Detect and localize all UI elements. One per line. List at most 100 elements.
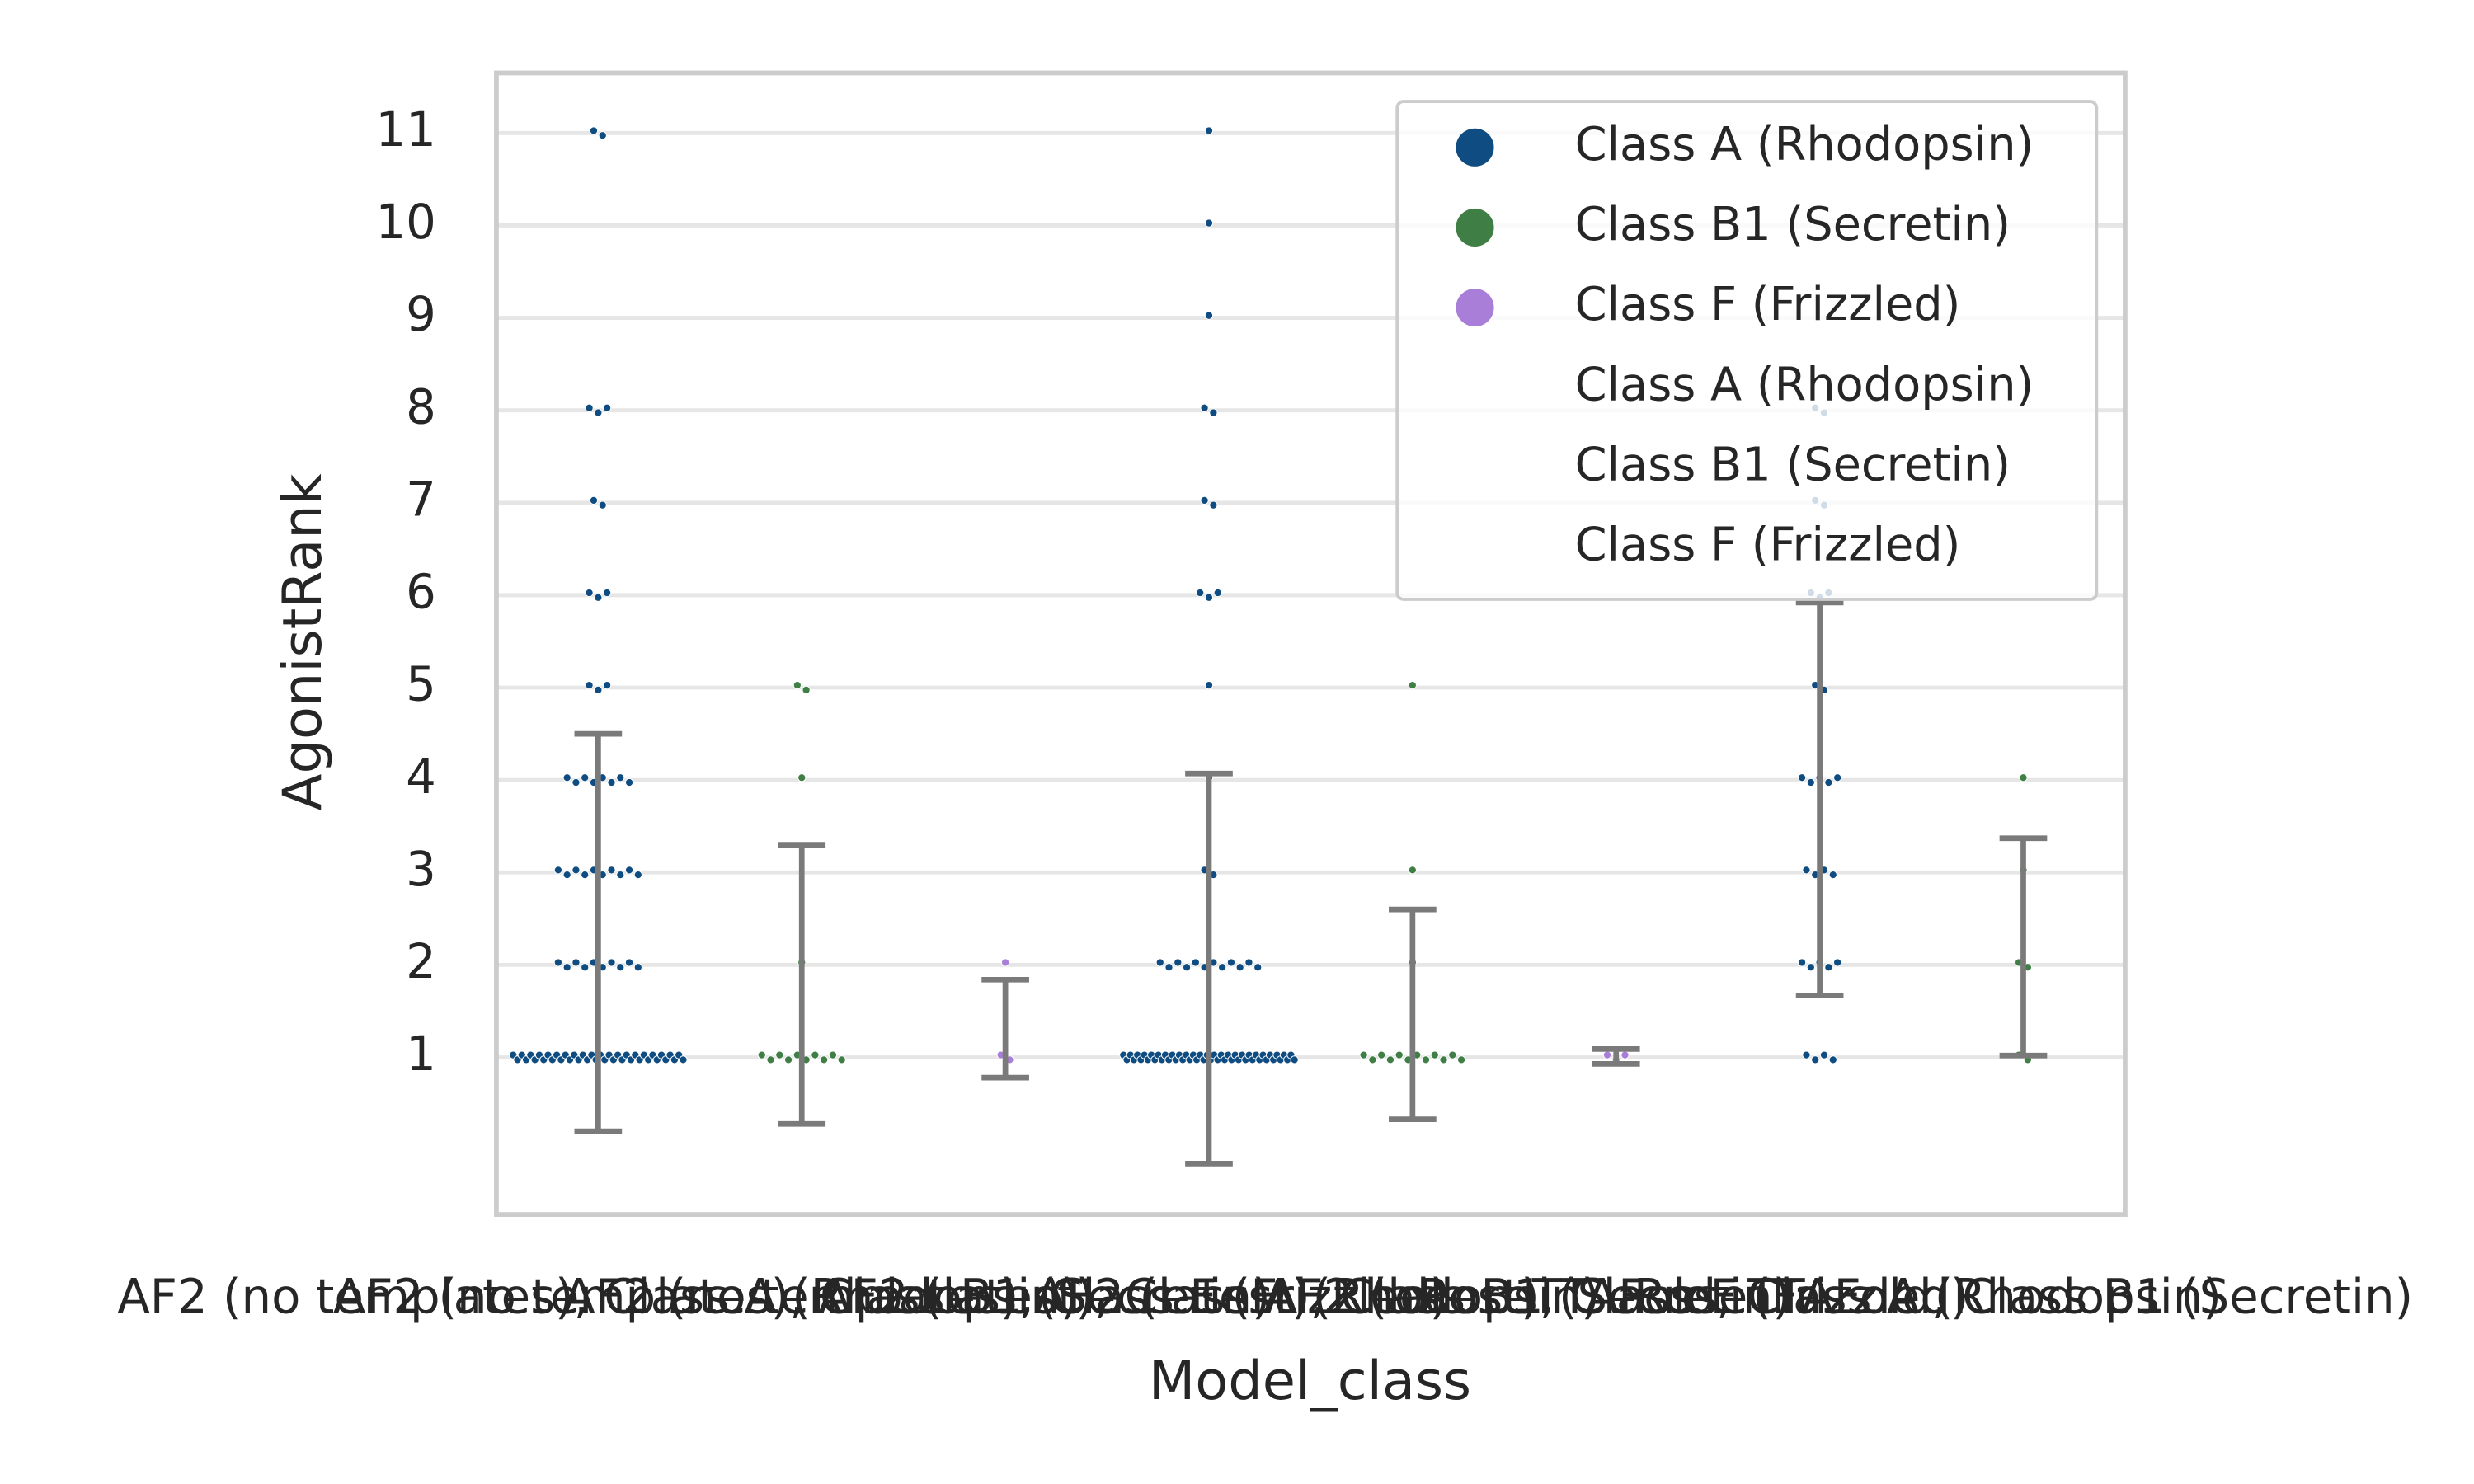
swarm-point [1200,495,1209,505]
swarm-point [585,403,594,412]
swarm-point [1824,777,1833,787]
x-tick-label: AF2 (no templates), Class F (Frizzled) [562,1269,1448,1325]
legend-marker [1456,208,1494,247]
swarm-point [1204,126,1214,135]
swarm-point [594,685,603,695]
swarm-point [1802,1050,1811,1059]
swarm-point [571,777,581,787]
swarm-point [633,963,642,972]
swarm-point [802,685,811,695]
swarm-point [1226,958,1236,967]
y-tick-label: 7 [406,471,436,527]
swarm-point [589,126,599,135]
legend-label: Class F (Frizzled) [1575,278,1961,331]
swarm-point [1395,1050,1404,1059]
swarm-point [581,963,590,972]
swarm-point [1368,1055,1377,1064]
swarm-point [607,866,616,875]
swarm-point [1182,963,1192,972]
x-tick-label: AF2 (latest), Class F (Frizzled) [1263,1269,1969,1325]
legend-box [1395,100,2099,601]
swarm-point [571,958,581,967]
swarm-point [624,958,634,967]
swarm-point [1204,218,1214,228]
swarm-point [828,1050,838,1059]
swarm-point [1164,963,1174,972]
swarm-point [811,1050,820,1059]
y-axis-label: AgonistRank [271,473,334,810]
swarm-point [1377,1050,1386,1059]
swarm-point [1001,958,1010,967]
swarm-point [571,866,581,875]
y-tick-label: 5 [406,656,436,712]
swarm-point [1802,866,1811,875]
swarm-point [585,588,594,598]
plot-frame [494,70,2128,1217]
x-axis-label: Model_class [1149,1350,1471,1412]
swarm-point [1828,871,1837,880]
y-tick-label: 8 [406,378,436,434]
y-tick-label: 2 [406,933,436,989]
legend-label: Class B1 (Secretin) [1575,438,2011,491]
swarm-point [820,1055,829,1064]
swarm-point [1213,588,1222,598]
swarm-point [1209,500,1218,510]
y-tick-label: 10 [375,194,435,250]
swarm-point [598,131,607,140]
swarm-point [1806,777,1815,787]
swarm-point [1430,1050,1439,1059]
legend-marker [1456,289,1494,327]
swarm-point [603,403,612,412]
swarm-point [1797,773,1807,782]
legend-label: Class F (Frizzled) [1575,519,1961,572]
swarm-point [797,773,807,782]
legend-label: Class A (Rhodopsin) [1575,118,2034,171]
y-tick-label: 6 [406,564,436,620]
swarm-point [1191,958,1200,967]
swarm-point [1421,1055,1431,1064]
swarm-point [581,773,590,782]
swarm-point [1290,1055,1299,1064]
swarm-point [1439,1055,1448,1064]
swarm-point [1811,1055,1820,1064]
y-tick-label: 9 [406,286,436,342]
legend-marker [1456,128,1494,167]
swarm-point [679,1055,688,1064]
swarm-point [1244,958,1253,967]
swarm-point [793,681,802,690]
swarm-point [1253,963,1263,972]
x-tick-label: AF2 (no templates), Class B1 (Secretin) [333,1269,1271,1325]
swarm-point [594,593,603,602]
swarm-point [585,681,594,690]
x-tick-label: AF2 (no templates), Class A (Rhodopsin) [117,1269,1079,1325]
swarm-point [562,773,571,782]
swarm-point [1200,403,1209,412]
legend: Class A (Rhodopsin) Class B1 (Secretin) Cl… [1395,100,2099,601]
swarm-point [581,871,590,880]
swarm-point [757,1050,766,1059]
swarm-point [589,495,599,505]
swarm-point [607,777,616,787]
swarm-point [616,773,625,782]
swarm-point [1833,958,1842,967]
swarm-point [607,958,616,967]
swarm-point [1408,866,1417,875]
swarm-point [1602,1050,1612,1059]
swarm-point [1448,1050,1457,1059]
swarm-point [594,408,603,417]
swarm-point [1235,963,1244,972]
swarm-point [766,1055,775,1064]
swarm-point [562,871,571,880]
swarm-point [1620,1050,1630,1059]
swarm-point [775,1050,784,1059]
swarm-point [598,500,607,510]
swarm-point [1209,408,1218,417]
swarm-point [624,777,634,787]
swarm-point [1797,958,1807,967]
y-tick-label: 11 [375,101,435,157]
swarm-point [603,588,612,598]
swarm-point [1456,1055,1466,1064]
swarm-point [1828,1055,1837,1064]
